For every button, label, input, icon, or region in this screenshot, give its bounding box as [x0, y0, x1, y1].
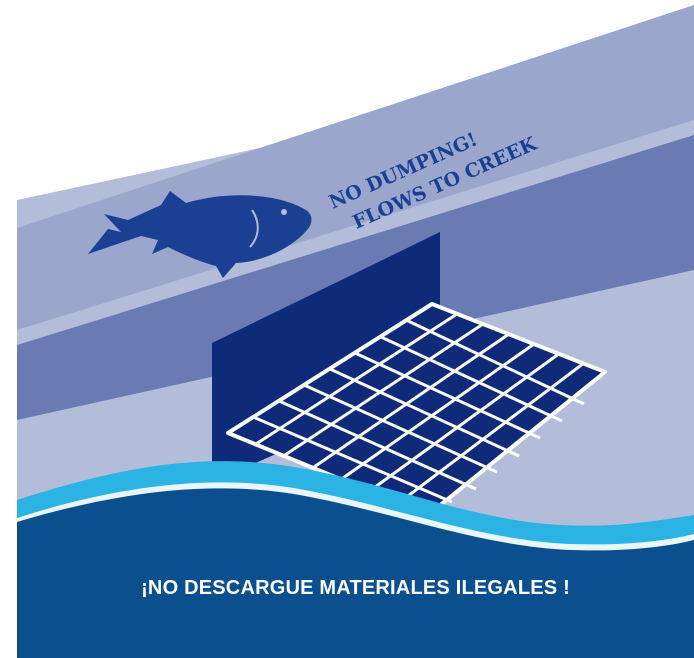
banner-background	[17, 488, 694, 658]
fish-icon	[88, 191, 312, 278]
banner-message: ¡NO DESCARGUE MATERIALES ILEGALES !	[141, 577, 570, 599]
drain-grate	[226, 302, 607, 517]
